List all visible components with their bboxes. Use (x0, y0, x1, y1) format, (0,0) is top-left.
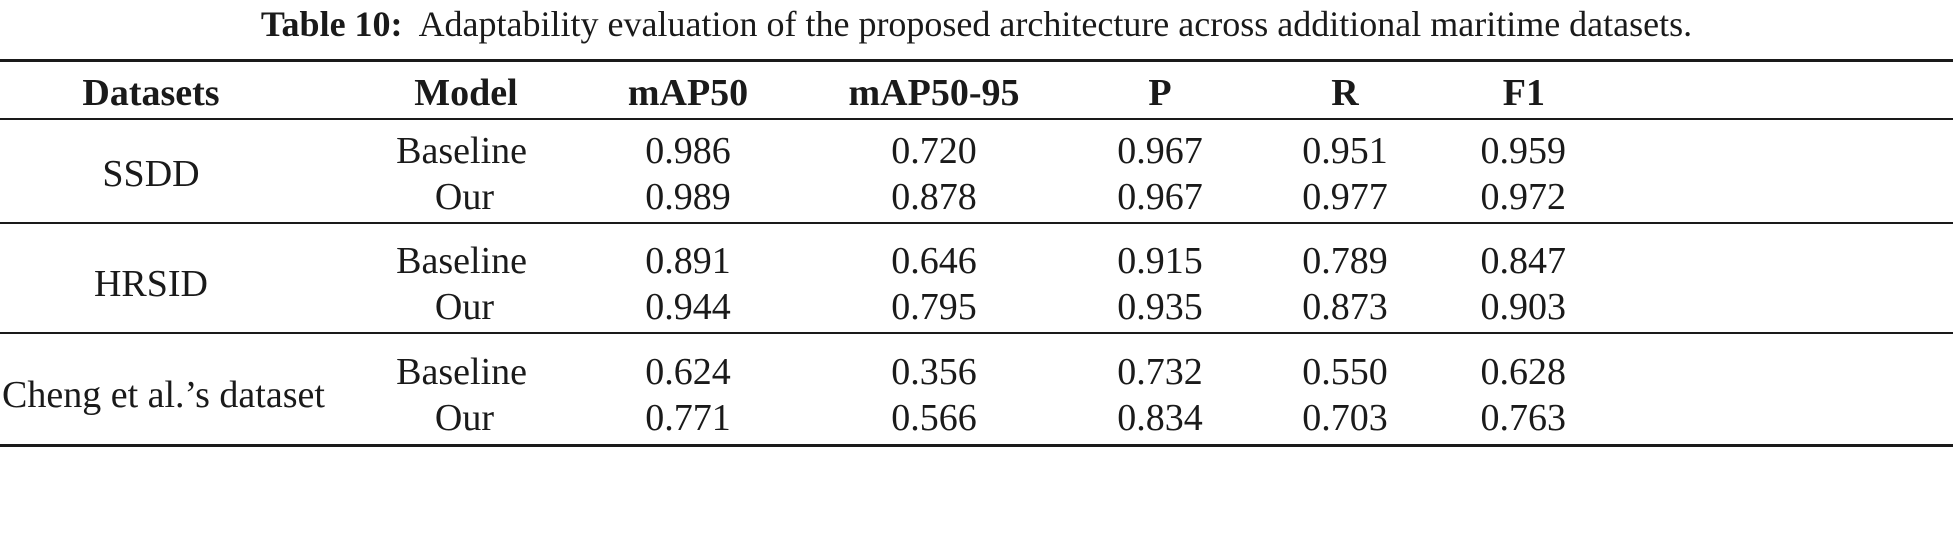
cell-p: 0.732 (1117, 351, 1203, 393)
bottom-rule (0, 444, 1953, 447)
header-model: Model (414, 72, 518, 114)
cell-p: 0.967 (1117, 130, 1203, 172)
cell-p: 0.935 (1117, 286, 1203, 328)
cell-r: 0.789 (1302, 240, 1388, 282)
cell-map50-95: 0.646 (891, 240, 977, 282)
header-f1: F1 (1502, 72, 1545, 114)
dataset-name: HRSID (93, 263, 209, 305)
model-name: Our (434, 397, 494, 439)
cell-f1: 0.628 (1480, 351, 1567, 393)
cell-map50-95: 0.566 (891, 397, 977, 439)
cell-map50-95: 0.878 (891, 176, 977, 218)
cell-p: 0.915 (1117, 240, 1203, 282)
cell-r: 0.977 (1302, 176, 1388, 218)
header-rule (0, 118, 1953, 120)
header-p: P (1148, 72, 1172, 114)
cell-map50: 0.944 (645, 286, 731, 328)
header-r: R (1331, 72, 1359, 114)
header-map50-95: mAP50-95 (848, 72, 1020, 114)
group-rule-2 (0, 332, 1953, 334)
model-name: Baseline (396, 351, 527, 393)
top-rule (0, 59, 1953, 62)
cell-r: 0.550 (1302, 351, 1388, 393)
cell-map50: 0.771 (645, 397, 731, 439)
header-datasets: Datasets (82, 72, 220, 114)
cell-map50: 0.891 (645, 240, 731, 282)
dataset-name: SSDD (102, 153, 200, 195)
cell-map50: 0.986 (645, 130, 731, 172)
model-name: Baseline (396, 240, 527, 282)
cell-map50-95: 0.795 (891, 286, 977, 328)
model-name: Our (434, 286, 494, 328)
cell-f1: 0.959 (1480, 130, 1567, 172)
cell-map50: 0.624 (645, 351, 731, 393)
model-name: Baseline (396, 130, 527, 172)
model-name: Our (434, 176, 494, 218)
cell-p: 0.967 (1117, 176, 1203, 218)
table-caption: Table 10: Adaptability evaluation of the… (0, 2, 1953, 46)
cell-f1: 0.847 (1480, 240, 1567, 282)
cell-r: 0.703 (1302, 397, 1388, 439)
cell-p: 0.834 (1117, 397, 1203, 439)
table-caption-text: Adaptability evaluation of the proposed … (418, 4, 1693, 44)
cell-map50-95: 0.356 (891, 351, 977, 393)
dataset-name: Cheng et al.’s dataset (2, 374, 325, 416)
group-rule-1 (0, 222, 1953, 224)
cell-f1: 0.763 (1480, 397, 1567, 439)
table-caption-label: Table 10: (260, 4, 403, 44)
cell-r: 0.951 (1302, 130, 1388, 172)
cell-f1: 0.972 (1480, 176, 1567, 218)
cell-map50-95: 0.720 (891, 130, 977, 172)
cell-map50: 0.989 (645, 176, 731, 218)
header-map50: mAP50 (627, 72, 749, 114)
cell-r: 0.873 (1302, 286, 1388, 328)
cell-f1: 0.903 (1480, 286, 1567, 328)
